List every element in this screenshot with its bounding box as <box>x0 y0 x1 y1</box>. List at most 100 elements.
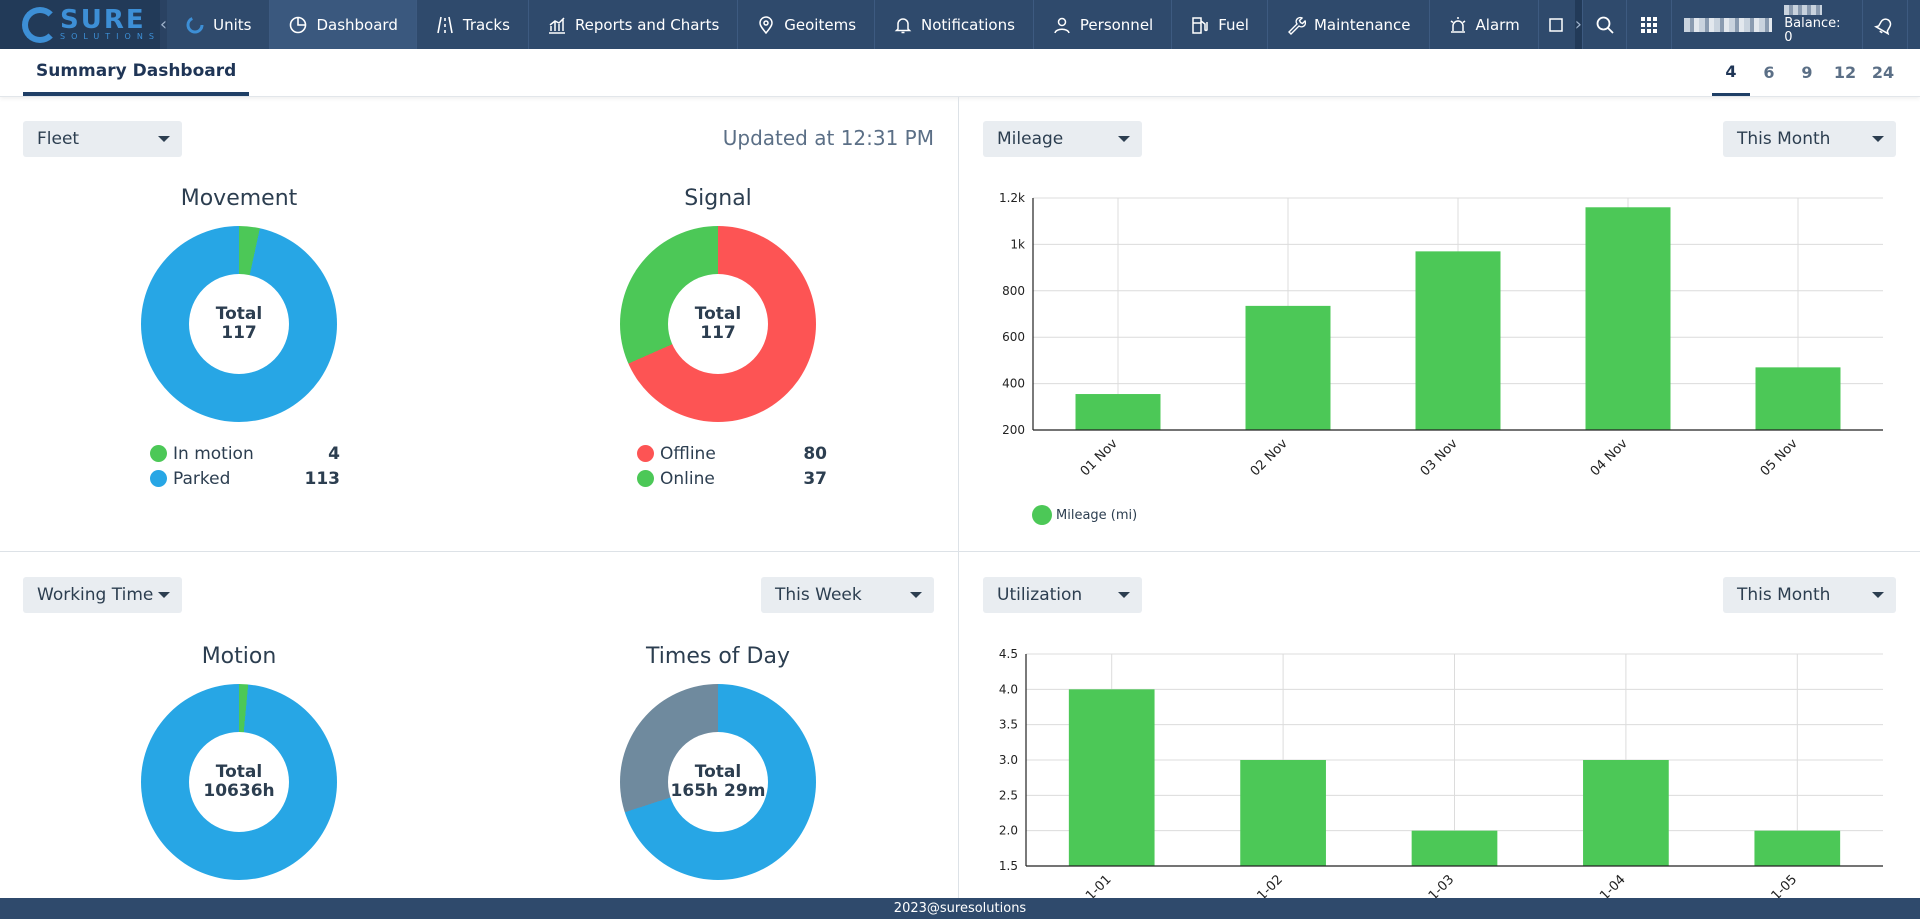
chevron-down-icon <box>1872 136 1884 142</box>
panel-divider-vertical <box>958 97 959 898</box>
geoitems-icon <box>759 15 774 34</box>
nav-item-alarm[interactable]: Alarm <box>1430 0 1539 49</box>
search-button[interactable] <box>1581 0 1626 49</box>
bar-1-02 <box>1240 760 1326 866</box>
apps-grid-button[interactable] <box>1626 0 1670 49</box>
legend-item-parked: Parked 113 <box>150 466 340 491</box>
legend-label: Online <box>660 468 715 489</box>
mileage-metric-dropdown[interactable]: Mileage <box>983 121 1142 157</box>
times-of-day-total-label: Total <box>694 762 742 782</box>
motion-total-value: 10636h <box>203 781 275 801</box>
y-tick-label: 4.0 <box>999 682 1018 696</box>
signal-total-value: 117 <box>700 323 736 343</box>
dashboard-icon <box>290 16 307 33</box>
layout-option-6[interactable]: 6 <box>1763 63 1775 82</box>
nav-item-dashboard[interactable]: Dashboard <box>270 0 417 49</box>
nav-item-label: Notifications <box>921 15 1015 34</box>
legend-label: Parked <box>173 468 231 489</box>
legend-dot-blue <box>150 470 167 487</box>
alerts-button[interactable] <box>1862 0 1906 49</box>
fuel-icon <box>1192 16 1208 34</box>
y-tick-label: 400 <box>1002 377 1025 391</box>
user-account[interactable]: Balance: 0 <box>1670 0 1863 49</box>
bar-02-nov <box>1245 305 1331 430</box>
working-time-dropdown[interactable]: Working Time <box>23 577 182 613</box>
layout-option-24[interactable]: 24 <box>1871 63 1895 82</box>
nav-item-label: Dashboard <box>316 15 398 34</box>
nav-item-personnel[interactable]: Personnel <box>1034 0 1173 49</box>
bar-03-nov <box>1415 251 1501 430</box>
legend-value: 113 <box>304 468 341 489</box>
legend-value: 37 <box>803 468 827 489</box>
nav-scroll-left-icon[interactable]: ‹ <box>159 0 168 49</box>
nav-item-fuel[interactable]: Fuel <box>1172 0 1268 49</box>
chevron-down-icon <box>1118 592 1130 598</box>
user-id-redacted <box>1784 4 1823 15</box>
y-tick-label: 800 <box>1002 284 1025 298</box>
y-tick-label: 1.5 <box>999 859 1018 873</box>
x-tick-label: 1-05 <box>1769 872 1800 898</box>
logo-mark-icon <box>22 6 58 43</box>
brand-logo[interactable]: SURE SOLUTIONS <box>0 0 160 49</box>
signal-title: Signal <box>684 186 752 211</box>
logo-word: SURE <box>60 5 146 35</box>
chevron-down-icon <box>1118 136 1130 142</box>
nav-item-reports[interactable]: Reports and Charts <box>529 0 739 49</box>
chevron-down-icon <box>158 136 170 142</box>
times-of-day-title: Times of Day <box>646 644 790 669</box>
fleet-dropdown[interactable]: Fleet <box>23 121 182 157</box>
nav-item-maintenance[interactable]: Maintenance <box>1268 0 1430 49</box>
mileage-period-value: This Month <box>1737 129 1831 149</box>
bell-icon <box>894 17 912 33</box>
x-tick-label: 01 Nov <box>1078 436 1121 479</box>
y-tick-label: 4.5 <box>999 647 1018 661</box>
nav-item-notifications[interactable]: Notifications <box>875 0 1034 49</box>
y-tick-label: 3.0 <box>999 753 1018 767</box>
nav-item-geoitems[interactable]: Geoitems <box>738 0 876 49</box>
times-of-day-total: Total 165h 29m <box>668 732 768 832</box>
y-tick-label: 3.5 <box>999 718 1018 732</box>
layout-option-12[interactable]: 12 <box>1833 63 1857 82</box>
working-time-period-dropdown[interactable]: This Week <box>761 577 934 613</box>
grid-icon <box>1641 16 1658 33</box>
signal-total: Total 117 <box>668 274 768 374</box>
wrench-icon <box>1287 16 1306 35</box>
bar-1-04 <box>1583 760 1669 866</box>
nav-item-overflow[interactable] <box>1539 0 1575 49</box>
top-navigation: SURE SOLUTIONS ‹ Units Dashboard Tracks … <box>0 0 1920 49</box>
nav-scroll-right-icon[interactable]: › <box>1574 0 1582 49</box>
reports-icon <box>548 16 565 34</box>
utilization-metric-dropdown[interactable]: Utilization <box>983 577 1142 613</box>
balance-label: Balance: 0 <box>1784 15 1841 45</box>
working-time-dropdown-value: Working Time <box>37 585 154 605</box>
utilization-period-dropdown[interactable]: This Month <box>1723 577 1896 613</box>
mileage-legend-label: Mileage (mi) <box>1056 507 1138 523</box>
layout-option-4[interactable]: 4 <box>1712 49 1750 96</box>
times-of-day-donut-chart: Total 165h 29m <box>620 684 816 880</box>
signal-donut-chart: Total 117 <box>620 226 816 422</box>
alarm-icon <box>1450 16 1465 33</box>
x-tick-label: 02 Nov <box>1248 436 1291 479</box>
x-tick-label: 1-02 <box>1254 872 1285 898</box>
updated-timestamp: Updated at 12:31 PM <box>722 126 934 150</box>
movement-total: Total 117 <box>189 274 289 374</box>
nav-item-label: Alarm <box>1475 15 1520 34</box>
movement-legend: In motion 4 Parked 113 <box>150 441 340 491</box>
tracks-icon <box>437 16 453 33</box>
mileage-period-dropdown[interactable]: This Month <box>1723 121 1896 157</box>
bar-1-03 <box>1411 830 1498 866</box>
layout-option-9[interactable]: 9 <box>1801 63 1813 82</box>
x-tick-label: 1-03 <box>1426 872 1457 898</box>
bell-outline-icon <box>1874 17 1892 35</box>
legend-value: 80 <box>803 443 827 464</box>
movement-total-label: Total <box>215 304 263 324</box>
dashboard-header: Summary Dashboard 4 6 9 12 24 <box>0 49 1920 97</box>
bar-04-nov <box>1585 207 1671 430</box>
logout-button[interactable] <box>1906 0 1920 49</box>
nav-item-label: Reports and Charts <box>574 15 720 34</box>
chevron-down-icon <box>910 592 922 598</box>
nav-item-tracks[interactable]: Tracks <box>417 0 529 49</box>
nav-item-label: Fuel <box>1218 15 1249 34</box>
tab-summary-dashboard[interactable]: Summary Dashboard <box>23 49 250 96</box>
nav-item-units[interactable]: Units <box>167 0 271 49</box>
